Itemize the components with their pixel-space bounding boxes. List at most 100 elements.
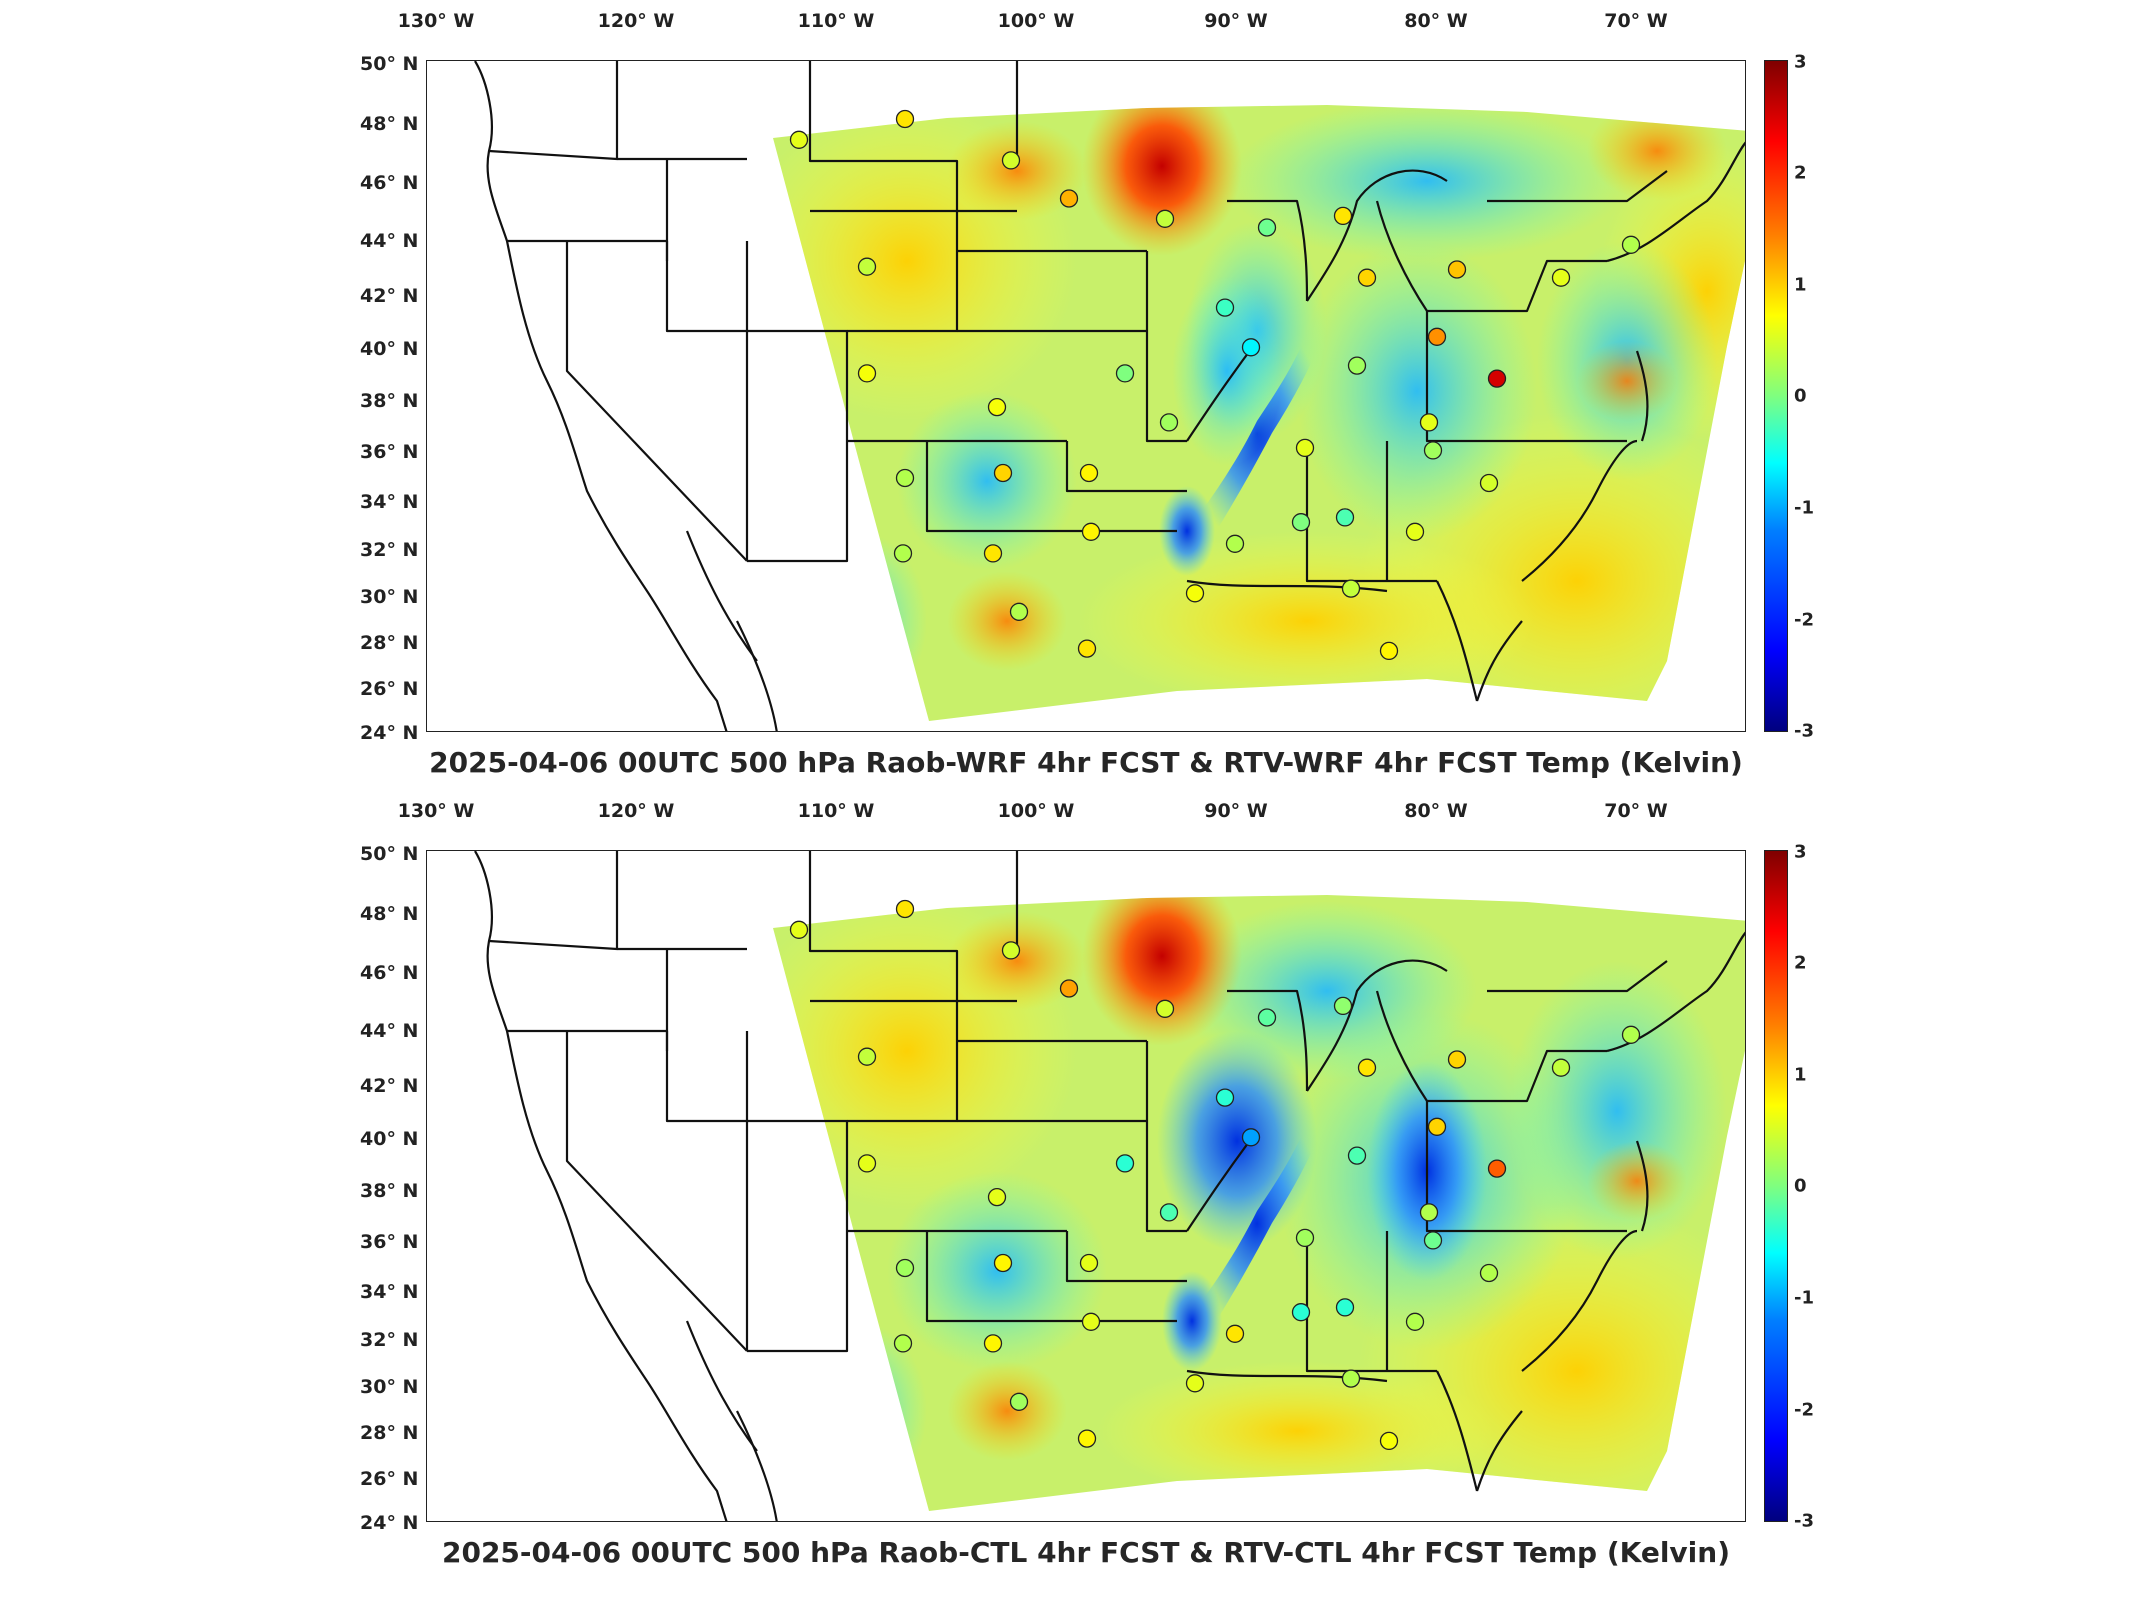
colorbar: [1764, 60, 1788, 732]
raob-station-marker: [1447, 1050, 1467, 1069]
lon-label: 70° W: [1604, 10, 1668, 32]
raob-station-marker: [1081, 522, 1101, 541]
raob-station-marker: [1155, 209, 1175, 228]
lat-label: 32° N: [360, 539, 419, 561]
raob-stations: [789, 109, 1641, 661]
lon-label: 110° W: [797, 800, 875, 822]
lat-label: 24° N: [360, 722, 419, 744]
map-frame: [426, 850, 1746, 1522]
lon-label: 90° W: [1204, 10, 1268, 32]
raob-station-marker: [1059, 979, 1079, 998]
raob-station-marker: [1225, 534, 1245, 553]
raob-station-marker: [857, 1047, 877, 1066]
raob-station-marker: [1427, 1117, 1447, 1136]
lat-label: 28° N: [360, 632, 419, 654]
raob-station-marker: [1419, 413, 1439, 432]
lat-label: 50° N: [360, 843, 419, 865]
raob-station-marker: [1335, 1298, 1355, 1317]
raob-station-marker: [1009, 1392, 1029, 1411]
lat-label: 26° N: [360, 678, 419, 700]
lat-label: 46° N: [360, 962, 419, 984]
raob-station-marker: [1077, 1429, 1097, 1448]
map-frame: [426, 60, 1746, 732]
raob-station-marker: [1423, 441, 1443, 460]
raob-station-marker: [1081, 1312, 1101, 1331]
raob-station-marker: [1295, 1228, 1315, 1248]
raob-station-marker: [1379, 641, 1399, 661]
raob-station-marker: [895, 1258, 915, 1278]
raob-station-marker: [1215, 1088, 1235, 1107]
raob-station-marker: [1341, 1369, 1361, 1388]
raob-station-marker: [1215, 298, 1235, 317]
raob-station-marker: [1185, 1374, 1205, 1393]
raob-station-marker: [1079, 463, 1099, 483]
raob-station-marker: [1115, 364, 1135, 383]
panel-title: 2025-04-06 00UTC 500 hPa Raob-WRF 4hr FC…: [429, 746, 1743, 779]
lat-label: 40° N: [360, 1128, 419, 1150]
raob-station-marker: [789, 920, 809, 939]
raob-station-marker: [857, 1154, 877, 1173]
raob-station-marker: [895, 899, 915, 919]
raob-station-marker: [1333, 206, 1353, 226]
lon-label: 80° W: [1404, 800, 1468, 822]
lon-label: 130° W: [397, 800, 475, 822]
raob-station-marker: [895, 468, 915, 488]
lon-label: 100° W: [997, 10, 1075, 32]
raob-station-marker: [895, 109, 915, 129]
raob-station-marker: [1333, 996, 1353, 1016]
raob-station-marker: [893, 544, 913, 563]
raob-station-marker: [1155, 999, 1175, 1018]
lat-label: 28° N: [360, 1422, 419, 1444]
lon-label: 100° W: [997, 800, 1075, 822]
raob-station-marker: [1241, 338, 1261, 357]
raob-station-marker: [1405, 522, 1425, 541]
raob-station-marker: [983, 544, 1003, 563]
raob-station-marker: [1241, 1128, 1261, 1147]
lat-label: 36° N: [360, 1231, 419, 1253]
raob-station-marker: [987, 397, 1007, 417]
raob-station-marker: [893, 1334, 913, 1353]
colorbar-tick: -3: [1794, 720, 1814, 742]
raob-station-marker: [1487, 369, 1507, 388]
temperature-difference-map: [474, 61, 1745, 731]
raob-station-marker: [789, 130, 809, 149]
raob-station-marker: [1001, 941, 1021, 960]
lat-label: 40° N: [360, 338, 419, 360]
raob-station-marker: [1405, 1312, 1425, 1331]
raob-station-marker: [1423, 1231, 1443, 1250]
colorbar-tick: -2: [1794, 609, 1814, 631]
raob-station-marker: [1335, 508, 1355, 527]
land-outlines: [474, 851, 1745, 1521]
raob-station-marker: [1257, 218, 1277, 237]
lat-label: 42° N: [360, 1075, 419, 1097]
colorbar-tick: 0: [1794, 385, 1807, 407]
lat-label: 34° N: [360, 491, 419, 513]
lat-label: 46° N: [360, 172, 419, 194]
raob-station-marker: [1379, 1431, 1399, 1451]
raob-station-marker: [1479, 473, 1499, 493]
lat-label: 26° N: [360, 1468, 419, 1490]
raob-stations: [789, 899, 1641, 1451]
raob-station-marker: [1347, 1146, 1367, 1165]
colorbar-tick: 3: [1794, 51, 1807, 73]
raob-station-marker: [1225, 1324, 1245, 1343]
colorbar-tick: 1: [1794, 1064, 1807, 1086]
raob-station-marker: [983, 1334, 1003, 1353]
raob-station-marker: [1159, 413, 1179, 432]
lat-label: 30° N: [360, 586, 419, 608]
colorbar-tick: -3: [1794, 1510, 1814, 1532]
colorbar-tick: -2: [1794, 1399, 1814, 1421]
lat-label: 48° N: [360, 903, 419, 925]
raob-station-marker: [1001, 151, 1021, 170]
lat-label: 36° N: [360, 441, 419, 463]
colorbar-tick: 3: [1794, 841, 1807, 863]
colorbar: [1764, 850, 1788, 1522]
map-panel-bottom: 130° W 120° W 110° W 100° W 90° W 80° W …: [0, 790, 2133, 1580]
raob-station-marker: [857, 257, 877, 276]
raob-station-marker: [1347, 356, 1367, 375]
raob-station-marker: [857, 364, 877, 383]
lat-label: 38° N: [360, 390, 419, 412]
raob-station-marker: [1487, 1159, 1507, 1178]
raob-station-marker: [1427, 327, 1447, 346]
lat-label: 32° N: [360, 1329, 419, 1351]
